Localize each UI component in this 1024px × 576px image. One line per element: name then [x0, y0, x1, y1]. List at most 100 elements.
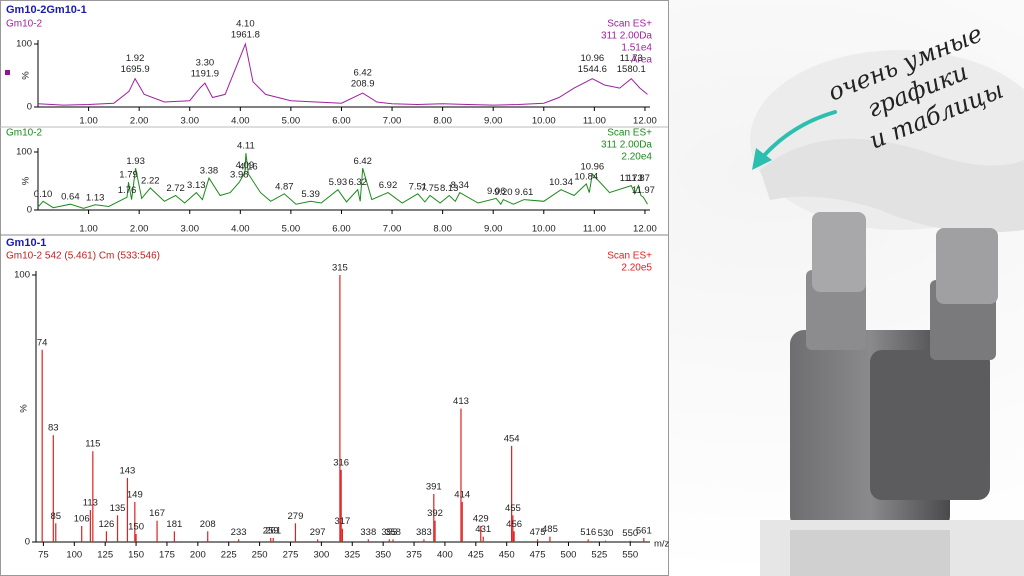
x-tick-label: 11.00: [583, 116, 606, 127]
x-tick-label: 9.00: [484, 116, 503, 127]
peak-label: 9.61: [515, 187, 534, 198]
y-axis-label: %: [19, 404, 30, 413]
peak-label: 4.09: [236, 160, 255, 171]
peak-mz-label: 149: [127, 489, 143, 500]
x-tick-label: 7.00: [383, 116, 402, 127]
peak-mz-label: 181: [166, 519, 182, 530]
peak-label: 4.11: [237, 141, 255, 152]
x-tick-label: 8.00: [433, 224, 452, 235]
x-tick-label: 150: [128, 550, 144, 561]
peak-label: 6.32: [348, 177, 367, 188]
x-tick-label: 5.00: [282, 224, 301, 235]
peak-mz-label: 429: [473, 513, 489, 524]
y-axis-label: %: [21, 176, 32, 185]
window-title: Gm10-2Gm10-1: [6, 4, 87, 16]
peak-label: 4.87: [275, 181, 294, 192]
x-tick-label: 400: [437, 550, 453, 561]
x-tick-label: 275: [283, 550, 299, 561]
peak-mz-label: 455: [505, 503, 521, 514]
peak-mz-label: 475: [530, 527, 546, 538]
peak-mz-label: 431: [475, 524, 491, 535]
peak-label: 5.39: [301, 189, 320, 200]
peak-mz-label: 115: [85, 439, 100, 450]
peak-mz-label: 516: [580, 527, 596, 538]
peak-area: 1961.8: [231, 30, 260, 41]
x-tick-label: 175: [159, 550, 175, 561]
peak-mz-label: 530: [598, 528, 614, 539]
peak-area: 1544.6: [578, 64, 607, 75]
x-tick-label: 9.00: [484, 224, 503, 235]
peak-mz-label: 414: [454, 489, 470, 500]
peak-label: 1.76: [118, 185, 137, 196]
x-tick-label: 100: [66, 550, 82, 561]
peak-mz-label: 358: [385, 527, 401, 538]
software-window: [0, 0, 669, 576]
peak-mz-label: 279: [288, 511, 304, 522]
trace-info: Scan ES+: [607, 128, 652, 139]
x-tick-label: 8.00: [433, 116, 452, 127]
peak-mz-label: 135: [110, 503, 126, 514]
trace-info: 311 2.00Da: [601, 140, 652, 151]
peak-mz-label: 74: [37, 337, 48, 348]
x-tick-label: 200: [190, 550, 206, 561]
peak-label: 1.13: [86, 192, 105, 203]
peak-area: 1191.9: [191, 69, 219, 80]
peak-label: 2.72: [166, 183, 185, 194]
peak-label: 0.64: [61, 192, 80, 203]
peak-label: 10.34: [549, 177, 573, 188]
chart-title: Gm10-1: [6, 237, 46, 249]
peak-mz-label: 106: [74, 513, 90, 524]
peak-label: 1.92: [126, 53, 145, 64]
x-tick-label: 2.00: [130, 224, 149, 235]
x-tick-label: 75: [38, 550, 49, 561]
y-tick-label: 100: [16, 147, 32, 158]
x-tick-label: 6.00: [332, 116, 351, 127]
peak-label: 11.73: [620, 173, 643, 184]
peak-mz-label: 561: [636, 526, 652, 537]
peak-label: 7.51: [409, 181, 428, 192]
x-tick-label: 450: [499, 550, 515, 561]
peak-mz-label: 233: [231, 527, 247, 538]
x-tick-label: 475: [530, 550, 546, 561]
peak-label: 11.73: [620, 53, 643, 64]
peak-label: 4.16: [239, 162, 258, 173]
peak-mz-label: 338: [360, 527, 376, 538]
peak-label: 5.93: [329, 177, 348, 188]
x-tick-label: 550: [622, 550, 638, 561]
x-tick-label: 3.00: [180, 224, 199, 235]
x-tick-label: 4.00: [231, 224, 250, 235]
peak-mz-label: 392: [427, 508, 443, 519]
peak-mz-label: 259: [263, 526, 279, 537]
peak-mz-label: 126: [98, 519, 114, 530]
peak-label: 3.30: [196, 58, 215, 69]
x-tick-label: 1.00: [79, 116, 98, 127]
peak-label: 9.06: [487, 186, 506, 197]
y-tick-label: 0: [27, 205, 32, 216]
peak-mz-label: 383: [416, 527, 432, 538]
x-tick-label: 225: [221, 550, 237, 561]
trace-marker: [5, 70, 10, 75]
peak-label: 10.96: [580, 53, 604, 64]
peak-mz-label: 413: [453, 396, 469, 407]
peak-mz-label: 456: [506, 519, 522, 530]
peak-mz-label: 316: [333, 457, 349, 468]
y-tick-label: 100: [16, 39, 32, 50]
peak-mz-label: 454: [504, 433, 520, 444]
peak-mz-label: 355: [381, 527, 397, 538]
peak-label: 2.22: [141, 175, 160, 186]
peak-mz-label: 150: [128, 522, 144, 533]
peak-label: 10.84: [574, 171, 598, 182]
peak-label: 9.20: [494, 187, 513, 198]
x-tick-label: 11.00: [583, 224, 606, 235]
x-tick-label: 300: [313, 550, 329, 561]
arrow: [758, 110, 837, 162]
trace-info: Scan ES+: [607, 19, 652, 30]
peak-mz-label: 167: [149, 508, 165, 519]
x-tick-label: 7.00: [383, 224, 402, 235]
chart-subtitle: Gm10-2 542 (5.461) Cm (533:546): [6, 251, 160, 262]
trace-info: Area: [631, 55, 653, 66]
peak-area: 1580.1: [617, 64, 646, 75]
peak-mz-label: 83: [48, 423, 59, 434]
x-tick-label: 500: [561, 550, 577, 561]
